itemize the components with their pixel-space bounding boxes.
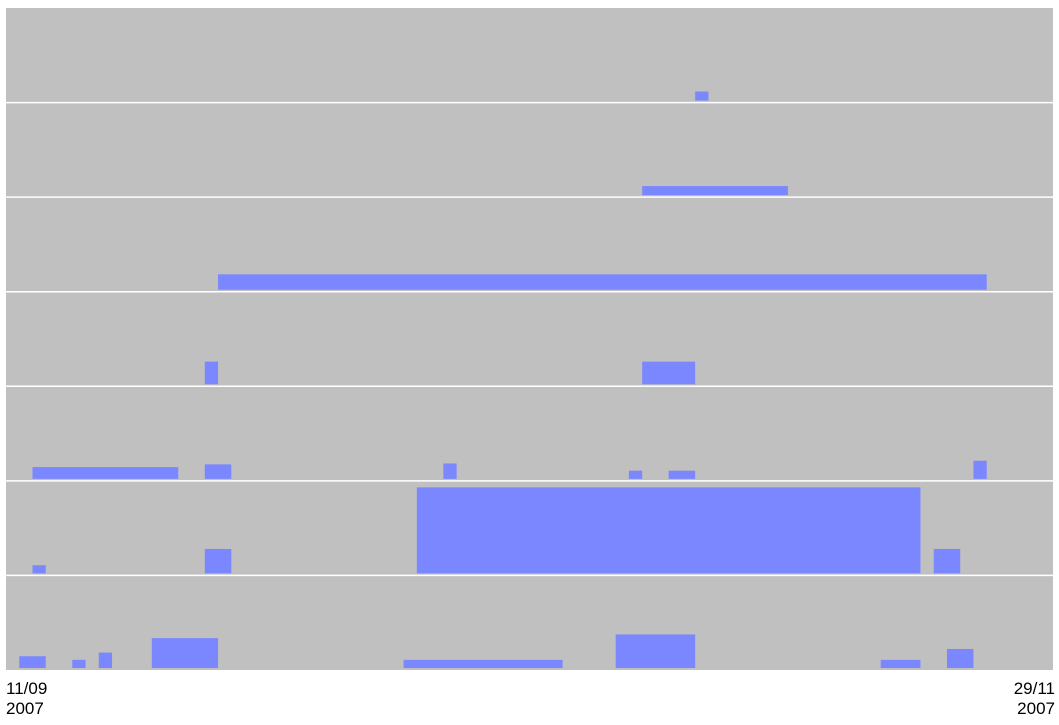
bar-row-7-2 (72, 659, 86, 668)
bar-row-7-3 (98, 652, 113, 668)
bar-row-6-2 (204, 548, 232, 574)
bar-row-3-1 (218, 274, 987, 290)
x-axis-start-date: 11/09 (6, 679, 48, 698)
bar-row-5-3 (443, 463, 457, 479)
bar-row-7-1 (19, 656, 46, 668)
bar-row-5-6 (973, 460, 987, 479)
bar-row-4-1 (204, 361, 219, 385)
bar-row-5-2 (204, 464, 232, 479)
bar-row-7-7 (880, 659, 921, 668)
x-axis-end-label: 29/11 2007 (1014, 679, 1055, 719)
bar-row-5-4 (628, 470, 643, 479)
bar-row-2-1 (642, 186, 788, 196)
bar-row-6-4 (933, 548, 961, 574)
bar-row-1-1 (695, 91, 709, 101)
bar-row-4-2 (642, 361, 696, 385)
x-axis-start-label: 11/09 2007 (6, 679, 47, 719)
x-axis-start-year: 2007 (6, 699, 44, 718)
bar-row-6-3 (416, 487, 921, 574)
bar-row-7-8 (946, 648, 974, 668)
x-axis-end-year: 2007 (1017, 699, 1055, 718)
bar-row-7-5 (403, 659, 563, 668)
bar-row-5-5 (668, 470, 696, 479)
bar-row-7-4 (151, 638, 219, 668)
bar-row-7-6 (615, 634, 696, 668)
bar-row-5-1 (32, 467, 179, 479)
bar-row-6-1 (32, 565, 46, 574)
x-axis-end-date: 29/11 (1013, 679, 1055, 698)
